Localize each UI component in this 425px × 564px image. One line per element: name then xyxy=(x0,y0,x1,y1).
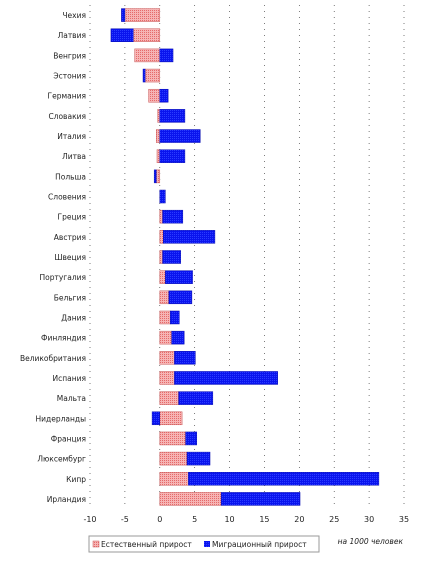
bar-migration-increase xyxy=(163,230,216,244)
bar-migration-increase xyxy=(153,169,157,184)
bar-migration-increase xyxy=(174,351,196,365)
x-tick-label: 0 xyxy=(157,515,162,524)
category-label: Ирландия xyxy=(47,495,86,504)
category-label: Словакия xyxy=(48,112,86,121)
unit-note: на 1000 человек xyxy=(338,537,404,546)
category-label: Мальта xyxy=(57,394,86,403)
x-tick-label: 30 xyxy=(364,515,374,524)
category-label: Португалия xyxy=(39,273,86,282)
category-label: Эстония xyxy=(53,72,86,81)
category-label: Латвия xyxy=(58,31,86,40)
bar-natural-increase xyxy=(133,28,161,42)
bar-natural-increase xyxy=(159,371,175,385)
bar-migration-increase xyxy=(220,492,301,506)
x-tick-label: -10 xyxy=(83,515,96,524)
bar-migration-increase xyxy=(159,48,174,63)
bar-migration-increase xyxy=(159,88,169,103)
bar-migration-increase xyxy=(188,472,380,486)
category-label: Словения xyxy=(48,193,86,202)
x-tick-label: 35 xyxy=(399,515,409,524)
bar-natural-increase xyxy=(159,451,188,466)
x-tick-label: 15 xyxy=(259,515,269,524)
bar-natural-increase xyxy=(148,88,161,103)
category-label: Финляндия xyxy=(41,334,86,343)
category-label: Нидерланды xyxy=(36,414,87,423)
bar-migration-increase xyxy=(159,189,166,204)
bar-natural-increase xyxy=(124,8,161,22)
category-label: Литва xyxy=(62,152,86,161)
bar-migration-increase xyxy=(165,270,193,284)
bar-natural-increase xyxy=(159,411,183,426)
category-label: Дания xyxy=(61,313,86,322)
category-label: Бельгия xyxy=(54,293,86,302)
bar-natural-increase xyxy=(159,290,170,305)
bar-migration-increase xyxy=(121,8,126,22)
bar-migration-increase xyxy=(186,451,211,466)
bar-migration-increase xyxy=(159,149,186,163)
category-label: Италия xyxy=(57,132,86,141)
bar-natural-increase xyxy=(156,129,161,143)
x-axis-ticks: -10 -5 0 5 10 15 20 25 30 35 xyxy=(83,515,409,524)
bar-migration-increase xyxy=(110,28,134,42)
category-label: Люксембург xyxy=(37,455,86,464)
bars xyxy=(110,8,380,506)
bar-natural-increase xyxy=(159,330,172,345)
bar-migration-increase xyxy=(162,209,184,224)
bar-migration-increase xyxy=(174,371,278,385)
category-label: Кипр xyxy=(66,475,86,484)
legend-label-migration: Миграционный прирост xyxy=(212,540,307,549)
bar-migration-increase xyxy=(142,68,146,83)
x-tick-label: 5 xyxy=(192,515,197,524)
bar-natural-increase xyxy=(156,149,161,163)
legend-swatch-natural xyxy=(92,540,100,548)
bar-migration-increase xyxy=(169,310,180,325)
bar-migration-increase xyxy=(185,431,198,446)
legend-swatch-migration xyxy=(204,541,210,547)
bar-natural-increase xyxy=(159,472,189,486)
category-label: Австрия xyxy=(54,233,86,242)
gridlines xyxy=(89,5,405,509)
bar-migration-increase xyxy=(171,330,185,345)
bar-migration-increase xyxy=(178,391,214,405)
x-tick-label: 10 xyxy=(224,515,234,524)
category-label: Германия xyxy=(48,92,87,101)
bar-migration-increase xyxy=(159,109,186,123)
bar-natural-increase xyxy=(156,169,161,184)
bar-natural-increase xyxy=(159,230,164,244)
x-tick-label: -5 xyxy=(121,515,129,524)
bar-natural-increase xyxy=(159,431,186,446)
bar-natural-increase xyxy=(159,250,163,264)
bar-natural-increase xyxy=(159,270,166,284)
bar-migration-increase xyxy=(159,129,201,143)
bar-migration-increase xyxy=(162,250,181,264)
x-tick-label: 20 xyxy=(294,515,304,524)
bar-natural-increase xyxy=(159,209,163,224)
bar-natural-increase xyxy=(134,48,161,63)
bar-natural-increase xyxy=(159,391,179,405)
category-label: Франция xyxy=(51,434,86,443)
category-label: Венгрия xyxy=(53,51,86,60)
bar-natural-increase xyxy=(159,310,171,325)
category-label: Чехия xyxy=(62,11,86,20)
legend: Естественный прирост Миграционный прирос… xyxy=(88,535,320,553)
category-label: Греция xyxy=(58,213,86,222)
category-label: Великобритания xyxy=(20,354,86,363)
category-labels: Чехия Латвия Венгрия Эстония Германия Словаки… xyxy=(20,11,86,504)
category-label: Польша xyxy=(55,172,86,181)
x-tick-label: 25 xyxy=(329,515,339,524)
bar-natural-increase xyxy=(157,109,161,123)
bar-natural-increase xyxy=(144,68,161,83)
bar-natural-increase xyxy=(159,492,222,506)
bar-migration-increase xyxy=(168,290,193,305)
legend-label-natural: Естественный прирост xyxy=(101,540,192,549)
category-label: Швеция xyxy=(54,253,86,262)
category-label: Испания xyxy=(52,374,86,383)
bar-migration-increase xyxy=(151,411,161,426)
bar-natural-increase xyxy=(159,351,175,365)
